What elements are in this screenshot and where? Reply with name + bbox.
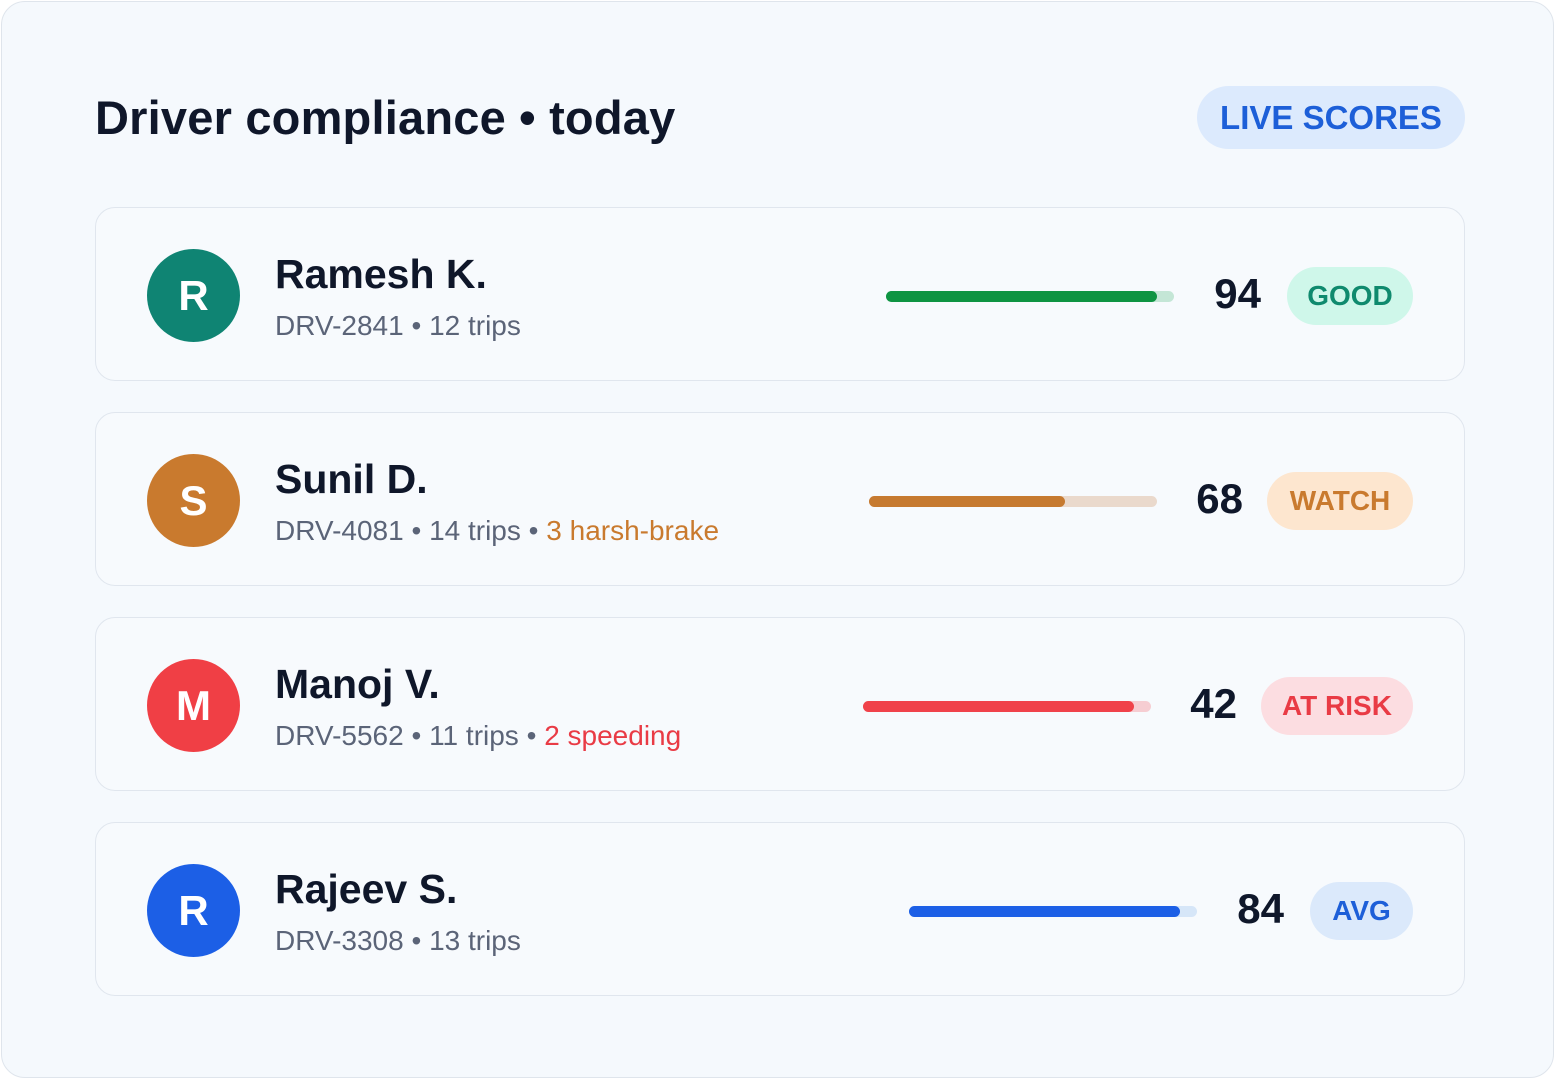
driver-name: Sunil D. — [275, 456, 428, 502]
alert-text: 3 harsh-brake — [546, 515, 720, 546]
driver-name: Rajeev S. — [275, 866, 458, 912]
score-value: 42 — [1190, 680, 1237, 727]
separator: • — [411, 720, 430, 751]
driver-row[interactable]: M Manoj V. DRV-5562 • 11 trips • 2 speed… — [95, 617, 1465, 791]
driver-name: Ramesh K. — [275, 251, 487, 297]
avatar: S — [147, 454, 240, 547]
driver-name: Manoj V. — [275, 661, 440, 707]
driver-row[interactable]: S Sunil D. DRV-4081 • 14 trips • 3 harsh… — [95, 412, 1465, 586]
driver-meta: DRV-5562 • 11 trips • 2 speeding — [275, 720, 681, 752]
score-value: 84 — [1237, 885, 1284, 932]
separator: • — [526, 720, 545, 751]
score-value: 68 — [1196, 475, 1243, 522]
avatar: R — [147, 864, 240, 957]
score-bar-track — [886, 291, 1174, 302]
separator: • — [411, 310, 430, 341]
status-badge: AT RISK — [1261, 677, 1413, 735]
score-value: 94 — [1214, 270, 1261, 317]
driver-id: DRV-4081 — [275, 515, 404, 546]
score-bar-track — [909, 906, 1197, 917]
trip-count: 14 trips — [429, 515, 521, 546]
score-bar-fill — [863, 701, 1134, 712]
driver-meta: DRV-4081 • 14 trips • 3 harsh-brake — [275, 515, 719, 547]
driver-row[interactable]: R Ramesh K. DRV-2841 • 12 trips 94 GOOD — [95, 207, 1465, 381]
status-badge: GOOD — [1287, 267, 1413, 325]
separator: • — [411, 515, 430, 546]
driver-id: DRV-5562 — [275, 720, 404, 751]
driver-id: DRV-3308 — [275, 925, 404, 956]
trip-count: 12 trips — [429, 310, 521, 341]
status-badge: AVG — [1310, 882, 1413, 940]
trip-count: 13 trips — [429, 925, 521, 956]
score-bar-fill — [869, 496, 1065, 507]
score-bar-fill — [886, 291, 1157, 302]
separator: • — [411, 925, 430, 956]
score-bar-fill — [909, 906, 1180, 917]
driver-meta: DRV-2841 • 12 trips — [275, 310, 521, 342]
alert-text: 2 speeding — [544, 720, 682, 751]
avatar: R — [147, 249, 240, 342]
page-title: Driver compliance • today — [95, 91, 676, 144]
avatar: M — [147, 659, 240, 752]
driver-row[interactable]: R Rajeev S. DRV-3308 • 13 trips 84 AVG — [95, 822, 1465, 996]
score-bar-track — [863, 701, 1151, 712]
status-badge: WATCH — [1267, 472, 1413, 530]
driver-id: DRV-2841 — [275, 310, 404, 341]
score-bar-track — [869, 496, 1157, 507]
live-scores-badge: LIVE SCORES — [1197, 86, 1465, 149]
trip-count: 11 trips — [429, 720, 519, 751]
separator: • — [528, 515, 547, 546]
driver-meta: DRV-3308 • 13 trips — [275, 925, 521, 957]
